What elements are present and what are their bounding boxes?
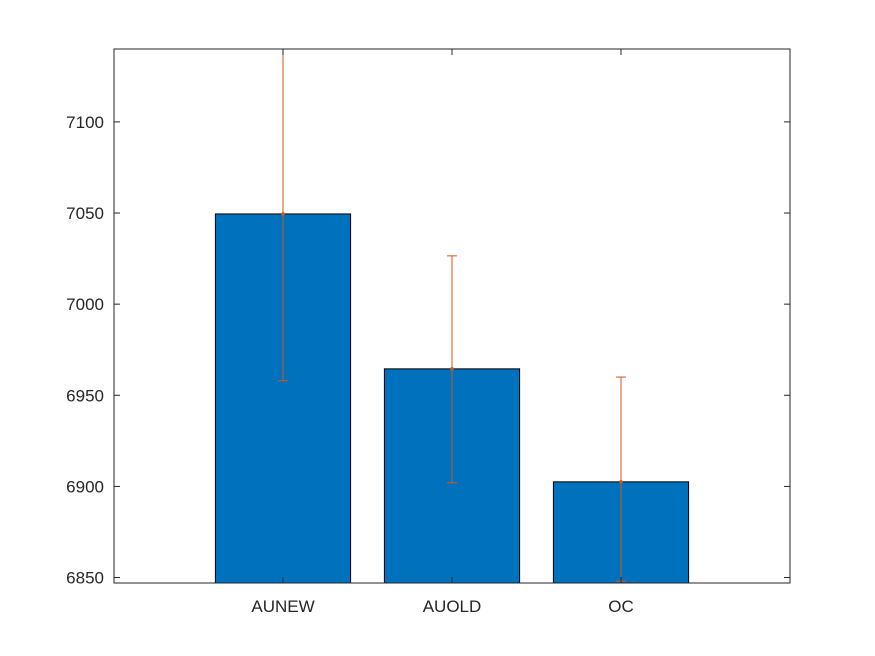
y-axis: 6850 6900 6950 7000 7050 7100 bbox=[66, 113, 790, 588]
x-axis: AUNEW AUOLD OC bbox=[251, 49, 634, 616]
y-tick-label: 7100 bbox=[66, 113, 104, 132]
y-tick-label: 6950 bbox=[66, 386, 104, 405]
y-tick-label: 7000 bbox=[66, 295, 104, 314]
y-tick-label: 6900 bbox=[66, 477, 104, 496]
error-bar-auold bbox=[447, 255, 457, 484]
x-tick-label-auold: AUOLD bbox=[423, 597, 482, 616]
x-tick-label-aunew: AUNEW bbox=[251, 597, 314, 616]
x-tick-label-oc: OC bbox=[608, 597, 634, 616]
y-tick-label: 6850 bbox=[66, 569, 104, 588]
error-bars bbox=[278, 48, 626, 582]
y-tick-label: 7050 bbox=[66, 204, 104, 223]
